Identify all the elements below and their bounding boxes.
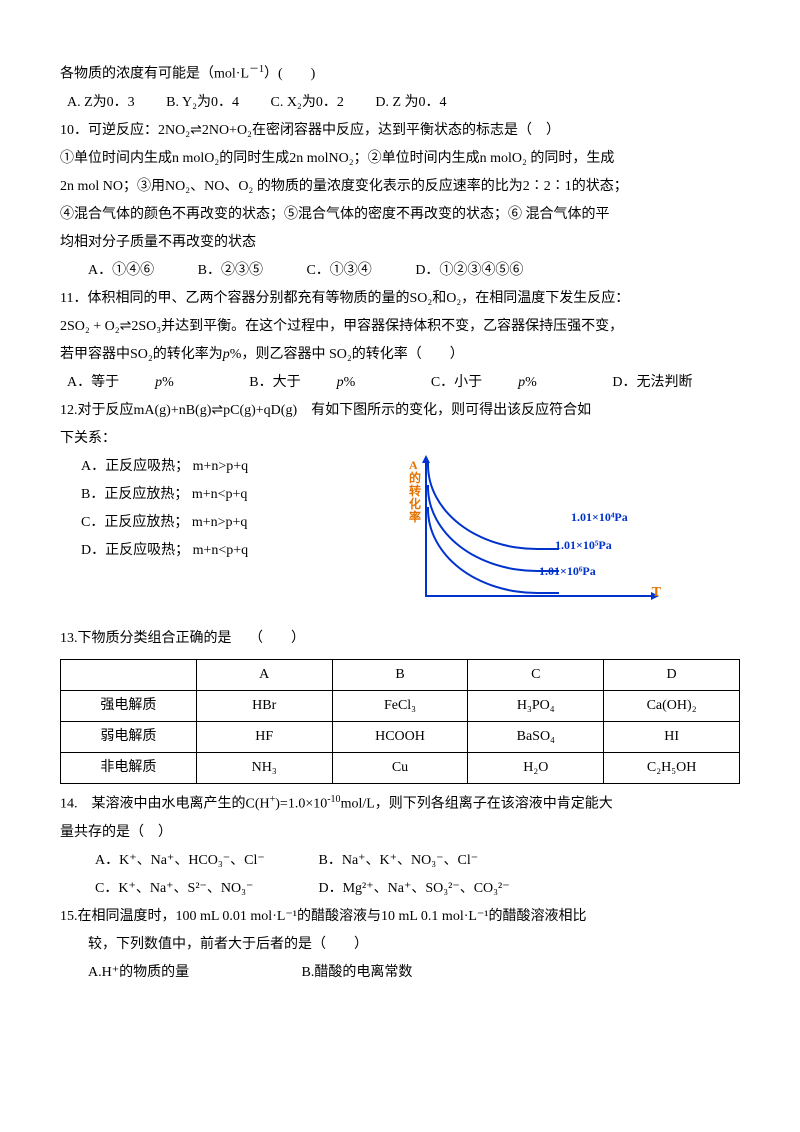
q10-opt-c: C．①③④ xyxy=(306,263,371,278)
q12-stem-1: 12.对于反应mA(g)+nB(g)⇌pC(g)+qD(g) 有如下图所示的变化… xyxy=(60,397,740,425)
q14-opt-a: A．K⁺、Na⁺、HCO₃⁻、Cl⁻ xyxy=(95,847,315,875)
q14-opt-c: C．K⁺、Na⁺、S²⁻、NO₃⁻ xyxy=(95,875,315,903)
q13-table: A B C D 强电解质 HBr FeCl₃ H₃PO₄ Ca(OH)₂ 弱电解… xyxy=(60,659,740,785)
q11-opt-b: B．大于p% xyxy=(249,375,391,390)
q9-options: A. Z为0．3 B. Y₂为0．4 C. X₂为0．2 D. Z 为0．4 xyxy=(60,89,740,117)
q15-opt-b: B.醋酸的电离常数 xyxy=(302,965,413,980)
q12-options: A．正反应吸热； m+n>p+q B．正反应放热； m+n<p+q C．正反应放… xyxy=(60,453,401,607)
q9-prefix: 各物质的浓度有可能是（mol·L xyxy=(60,67,249,82)
q11-l3: 若甲容器中SO₂的转化率为p%，则乙容器中 SO₂的转化率（ ） xyxy=(60,341,740,369)
q14-stem-1: 14. 某溶液中由水电离产生的C(H+)=1.0×10-10mol/L，则下列各… xyxy=(60,790,740,819)
q11-options: A．等于p% B．大于p% C．小于p% D．无法判断 xyxy=(60,369,740,397)
q10-options: A．①④⑥ B．②③⑤ C．①③④ D．①②③④⑤⑥ xyxy=(60,257,740,285)
q14-options-row2: C．K⁺、Na⁺、S²⁻、NO₃⁻ D．Mg²⁺、Na⁺、SO₃²⁻、CO₃²⁻ xyxy=(60,875,740,903)
q9-opt-a: A. Z为0．3 xyxy=(67,95,135,110)
q11-l2: 2SO₂ + O₂⇌2SO₃并达到平衡。在这个过程中，甲容器保持体积不变，乙容器… xyxy=(60,313,740,341)
q15-stem-2: 较，下列数值中，前者大于后者的是（ ） xyxy=(60,931,740,959)
q12-opt-d: D．正反应吸热； m+n<p+q xyxy=(81,537,401,565)
q15-stem-1: 15.在相同温度时，100 mL 0.01 mol·L⁻¹的醋酸溶液与10 mL… xyxy=(60,903,740,931)
table-row: 非电解质 NH₃ Cu H₂O C₂H₅OH xyxy=(61,753,740,784)
q9-opt-b: B. Y₂为0．4 xyxy=(166,95,239,110)
q14-opt-b: B．Na⁺、K⁺、NO₃⁻、Cl⁻ xyxy=(319,847,539,875)
q10-stem-1: 10．可逆反应：2NO₂⇌2NO+O₂在密闭容器中反应，达到平衡状态的标志是（ … xyxy=(60,117,740,145)
q15-options: A.H⁺的物质的量 B.醋酸的电离常数 xyxy=(60,959,740,987)
q11-l1: 11．体积相同的甲、乙两个容器分别都充有等物质的量的SO₂和O₂，在相同温度下发… xyxy=(60,285,740,313)
y-axis-label: A的转化率 xyxy=(409,459,423,525)
q10-line-2c: ④混合气体的颜色不再改变的状态；⑤混合气体的密度不再改变的状态；⑥ 混合气体的平 xyxy=(60,201,740,229)
q11-opt-c: C．小于p% xyxy=(431,375,573,390)
q12-chart: A的转化率 T 1.01×10⁴Pa 1.01×10⁵Pa 1.01×10⁶Pa xyxy=(401,457,661,607)
q10-opt-b: B．②③⑤ xyxy=(198,263,263,278)
q9-line: 各物质的浓度有可能是（mol·L－1）( ) xyxy=(60,60,740,89)
th-a: A xyxy=(196,659,332,690)
q12-opt-c: C．正反应放热； m+n>p+q xyxy=(81,509,401,537)
q10-line-2b: 2n mol NO；③用NO₂、NO、O₂ 的物质的量浓度变化表示的反应速率的比… xyxy=(60,173,740,201)
th-d: D xyxy=(604,659,740,690)
q10-line-2d: 均相对分子质量不再改变的状态 xyxy=(60,229,740,257)
q14-options-row1: A．K⁺、Na⁺、HCO₃⁻、Cl⁻ B．Na⁺、K⁺、NO₃⁻、Cl⁻ xyxy=(60,847,740,875)
q12-opt-b: B．正反应放热； m+n<p+q xyxy=(81,481,401,509)
q9-opt-d: D. Z 为0．4 xyxy=(375,95,446,110)
y-axis xyxy=(425,461,427,597)
q10-opt-a: A．①④⑥ xyxy=(88,263,154,278)
q14-opt-d: D．Mg²⁺、Na⁺、SO₃²⁻、CO₃²⁻ xyxy=(319,875,539,903)
th-b: B xyxy=(332,659,468,690)
q12-stem-2: 下关系： xyxy=(60,425,740,453)
q12-opt-a: A．正反应吸热； m+n>p+q xyxy=(81,453,401,481)
q9-suffix: ）( ) xyxy=(264,67,315,82)
th-blank xyxy=(61,659,197,690)
x-axis xyxy=(425,595,653,597)
q10-line-2a: ①单位时间内生成n molO₂的同时生成2n molNO₂；②单位时间内生成n … xyxy=(60,145,740,173)
q11-opt-a: A．等于p% xyxy=(67,375,210,390)
x-axis-label: T xyxy=(652,579,661,607)
table-row: 弱电解质 HF HCOOH BaSO₄ HI xyxy=(61,722,740,753)
q13-stem: 13.下物质分类组合正确的是 （ ） xyxy=(60,625,740,653)
q15-opt-a: A.H⁺的物质的量 xyxy=(88,959,298,987)
th-c: C xyxy=(468,659,604,690)
q9-opt-c: C. X₂为0．2 xyxy=(270,95,343,110)
q9-exp: －1 xyxy=(249,64,264,75)
table-header-row: A B C D xyxy=(61,659,740,690)
pressure-label-3: 1.01×10⁶Pa xyxy=(539,559,596,583)
table-row: 强电解质 HBr FeCl₃ H₃PO₄ Ca(OH)₂ xyxy=(61,690,740,721)
q14-stem-2: 量共存的是（ ） xyxy=(60,819,740,847)
pressure-label-2: 1.01×10⁵Pa xyxy=(555,533,612,557)
pressure-label-1: 1.01×10⁴Pa xyxy=(571,505,628,529)
q12-row: A．正反应吸热； m+n>p+q B．正反应放热； m+n<p+q C．正反应放… xyxy=(60,453,740,607)
q10-opt-d: D．①②③④⑤⑥ xyxy=(415,263,523,278)
q11-opt-d: D．无法判断 xyxy=(612,375,692,390)
